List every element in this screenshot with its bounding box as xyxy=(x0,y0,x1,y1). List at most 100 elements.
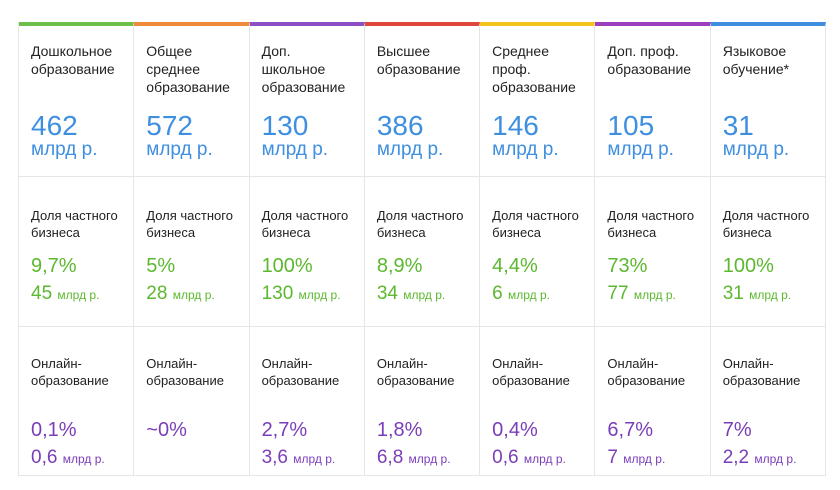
online-share-percent: ~0% xyxy=(146,419,187,441)
segment-header-cell: Дошкольное образование 462 млрд р. xyxy=(19,22,135,176)
market-size-unit: млрд р. xyxy=(607,139,674,160)
private-share-amount: 28 млрд р. xyxy=(146,283,238,306)
market-size-unit: млрд р. xyxy=(261,139,329,160)
online-share-amount-unit: млрд р. xyxy=(623,452,666,466)
segment-header-cell: Языковое обучение* 31 млрд р. xyxy=(710,22,826,176)
private-share-label: Доля частного бизнеса xyxy=(722,208,810,240)
segment-title: Общее среднее образование xyxy=(146,43,230,95)
online-share-label: Онлайн-образование xyxy=(376,356,455,388)
private-share-label: Доля частного бизнеса xyxy=(31,208,118,240)
market-size-value: 130 xyxy=(261,110,309,141)
online-share-label: Онлайн-образование xyxy=(146,356,224,388)
private-share-cell: Доля частного бизнеса 8,9% 34 млрд р. xyxy=(364,176,481,326)
market-size-unit: млрд р. xyxy=(376,139,444,160)
segment-header-cell: Среднее проф. образование 146 млрд р. xyxy=(480,22,596,176)
private-share-amount: 6 млрд р. xyxy=(492,283,584,306)
private-share-amount-value: 28 xyxy=(146,283,168,304)
market-size-value: 105 xyxy=(607,110,655,141)
market-size-value: 146 xyxy=(492,110,539,141)
segment-title: Среднее проф. образование xyxy=(492,43,576,95)
online-share-amount: 2,2 млрд р. xyxy=(723,447,815,470)
online-share-percent: 7% xyxy=(722,419,752,441)
market-size-unit: млрд р. xyxy=(146,139,213,160)
private-share-amount-value: 6 xyxy=(492,283,503,304)
private-share-percent: 100% xyxy=(722,255,774,277)
online-share-amount-value: 0,6 xyxy=(492,447,519,468)
private-share-amount: 31 млрд р. xyxy=(723,283,815,306)
private-share-amount-unit: млрд р. xyxy=(633,288,676,302)
online-share-amount: 6,8 млрд р. xyxy=(377,447,469,470)
online-share-percent: 0,1% xyxy=(31,419,77,441)
private-share-percent: 5% xyxy=(146,255,176,277)
private-share-amount: 77 млрд р. xyxy=(607,283,699,306)
market-size-unit: млрд р. xyxy=(722,139,790,160)
private-share-label: Доля частного бизнеса xyxy=(261,208,349,240)
online-share-amount-value: 7 xyxy=(607,447,618,468)
online-share-label: Онлайн-образование xyxy=(722,356,801,388)
online-share-label: Онлайн-образование xyxy=(31,356,109,388)
segment-title: Доп. проф. образование xyxy=(607,43,692,77)
online-share-percent: 2,7% xyxy=(261,419,308,441)
private-share-amount-value: 31 xyxy=(722,283,744,304)
private-share-amount-unit: млрд р. xyxy=(403,288,446,302)
market-size-value: 462 xyxy=(31,110,78,141)
online-share-label: Онлайн-образование xyxy=(492,356,570,388)
segment-header-cell: Общее среднее образование 572 млрд р. xyxy=(134,22,250,176)
private-share-cell: Доля частного бизнеса 100% 31 млрд р. xyxy=(710,176,826,326)
online-share-amount: 0,6 млрд р. xyxy=(492,447,584,470)
private-share-amount-unit: млрд р. xyxy=(298,288,341,302)
private-share-cell: Доля частного бизнеса 9,7% 45 млрд р. xyxy=(19,176,135,326)
market-size-value: 572 xyxy=(146,110,193,141)
private-share-amount-unit: млрд р. xyxy=(749,288,792,302)
market-size-unit: млрд р. xyxy=(492,139,559,160)
segment-title: Высшее образование xyxy=(376,43,461,77)
online-share-cell: Онлайн-образование 1,8% 6,8 млрд р. xyxy=(364,326,481,476)
online-share-amount-unit: млрд р. xyxy=(408,452,451,466)
segment-title: Дошкольное образование xyxy=(31,43,115,77)
private-share-amount-value: 34 xyxy=(376,283,398,304)
private-share-cell: Доля частного бизнеса 4,4% 6 млрд р. xyxy=(480,176,596,326)
private-share-amount: 130 млрд р. xyxy=(262,283,354,306)
private-share-amount-unit: млрд р. xyxy=(57,288,100,302)
private-share-percent: 73% xyxy=(607,255,648,277)
private-share-amount-value: 130 xyxy=(261,283,294,304)
private-share-label: Доля частного бизнеса xyxy=(146,208,233,240)
segment-header-cell: Высшее образование 386 млрд р. xyxy=(364,22,481,176)
online-share-amount: 3,6 млрд р. xyxy=(262,447,354,470)
online-share-cell: Онлайн-образование 0,1% 0,6 млрд р. xyxy=(19,326,135,476)
private-share-cell: Доля частного бизнеса 73% 77 млрд р. xyxy=(595,176,711,326)
online-share-amount: 7 млрд р. xyxy=(607,447,699,470)
private-share-percent: 100% xyxy=(261,255,313,277)
online-share-label: Онлайн-образование xyxy=(607,356,686,388)
market-size-unit: млрд р. xyxy=(31,139,98,160)
market-size-value: 386 xyxy=(376,110,424,141)
segment-title: Доп. школьное образование xyxy=(261,43,346,95)
private-share-percent: 4,4% xyxy=(492,255,538,277)
private-share-percent: 8,9% xyxy=(376,255,423,277)
online-share-amount-unit: млрд р. xyxy=(754,452,797,466)
segment-header-cell: Доп. проф. образование 105 млрд р. xyxy=(595,22,711,176)
online-share-label: Онлайн-образование xyxy=(261,356,340,388)
private-share-amount-unit: млрд р. xyxy=(172,288,215,302)
online-share-cell: Онлайн-образование 7% 2,2 млрд р. xyxy=(710,326,826,476)
online-share-cell: Онлайн-образование ~0% xyxy=(134,326,250,476)
online-share-amount-unit: млрд р. xyxy=(293,452,336,466)
online-share-amount-value: 6,8 xyxy=(376,447,404,468)
private-share-label: Доля частного бизнеса xyxy=(376,208,464,240)
online-share-cell: Онлайн-образование 2,7% 3,6 млрд р. xyxy=(249,326,365,476)
private-share-percent: 9,7% xyxy=(31,255,77,277)
online-share-amount-unit: млрд р. xyxy=(62,452,105,466)
online-share-amount: 0,6 млрд р. xyxy=(31,447,123,470)
private-share-amount-unit: млрд р. xyxy=(508,288,550,302)
private-share-label: Доля частного бизнеса xyxy=(607,208,695,240)
online-share-percent: 0,4% xyxy=(492,419,538,441)
private-share-amount: 34 млрд р. xyxy=(377,283,469,306)
private-share-cell: Доля частного бизнеса 100% 130 млрд р. xyxy=(249,176,365,326)
private-share-label: Доля частного бизнеса xyxy=(492,208,579,240)
segment-title: Языковое обучение* xyxy=(722,43,790,77)
online-share-cell: Онлайн-образование 6,7% 7 млрд р. xyxy=(595,326,711,476)
online-share-amount-value: 3,6 xyxy=(261,447,288,468)
online-share-amount-unit: млрд р. xyxy=(523,452,566,466)
market-size-value: 31 xyxy=(722,110,754,141)
market-table: Дошкольное образование 462 млрд р. Общее ср… xyxy=(18,22,826,476)
